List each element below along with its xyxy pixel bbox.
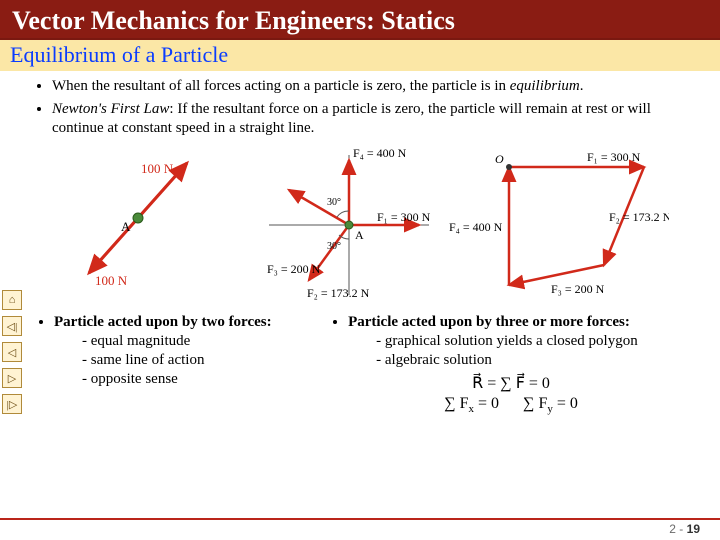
bullet-newton: Newton's First Law: If the resultant for… bbox=[52, 100, 692, 138]
footer-chapter: 2 - bbox=[669, 522, 686, 536]
lbl-f4: F₄ = 400 N bbox=[353, 146, 407, 160]
lbl-30b: 30° bbox=[327, 241, 341, 252]
poly-lbl-f1: F₁ = 300 N bbox=[587, 150, 641, 164]
t: = 0 bbox=[474, 395, 499, 412]
t: = 0 bbox=[553, 395, 578, 412]
txt: . bbox=[580, 78, 584, 94]
footer-page: 19 bbox=[687, 522, 700, 536]
cr-i2: algebraic solution bbox=[376, 351, 692, 370]
lbl-f3: F₃ = 200 N bbox=[267, 262, 321, 276]
angle-arc1 bbox=[337, 211, 349, 217]
section-title-bar: Equilibrium of a Particle bbox=[0, 38, 720, 71]
col-right: Particle acted upon by three or more for… bbox=[330, 313, 692, 416]
home-button[interactable]: ⌂ bbox=[2, 290, 22, 310]
col-left-head: Particle acted upon by two forces: equal… bbox=[54, 313, 298, 388]
lbl-f2: F₂ = 173.2 N bbox=[307, 286, 370, 300]
first-button[interactable]: ◁| bbox=[2, 316, 22, 336]
eq-line2: ∑ Fx = 0 ∑ Fy = 0 bbox=[330, 394, 692, 417]
txt: Particle acted upon by three or more for… bbox=[348, 314, 630, 330]
section-title: Equilibrium of a Particle bbox=[10, 42, 228, 67]
cl-i1: equal magnitude bbox=[82, 332, 298, 351]
eq-line1: R⃗ = ∑ F⃗ = 0 bbox=[330, 374, 692, 394]
origin-o bbox=[506, 164, 512, 170]
col-right-head: Particle acted upon by three or more for… bbox=[348, 313, 692, 369]
particle-a bbox=[133, 213, 143, 223]
cl-i2: same line of action bbox=[82, 351, 298, 370]
lbl-A2: A bbox=[355, 228, 364, 242]
footer: 2 - 19 bbox=[0, 518, 720, 536]
label-100n-bottom: 100 N bbox=[95, 273, 128, 288]
next-button[interactable]: ▷ bbox=[2, 368, 22, 388]
label-100n-top: 100 N bbox=[141, 161, 174, 176]
lbl-30a: 30° bbox=[327, 197, 341, 208]
book-title: Vector Mechanics for Engineers: Statics bbox=[12, 6, 455, 35]
figure-multi-forces: F₄ = 400 N F₁ = 300 N F₃ = 200 N F₂ = 17… bbox=[249, 145, 669, 305]
polygon-group: O F₁ = 300 N F₂ = 173.2 N F₃ = 200 N F₄ … bbox=[449, 150, 669, 296]
columns: Particle acted upon by two forces: equal… bbox=[36, 313, 692, 416]
prev-button[interactable]: ◁ bbox=[2, 342, 22, 362]
particle-a2 bbox=[345, 221, 353, 229]
cl-i3: opposite sense bbox=[82, 370, 298, 389]
t: ∑ F bbox=[523, 395, 547, 412]
figures-row: A 100 N 100 N F₄ = 400 N F₁ = 300 N F₃ =… bbox=[36, 145, 692, 305]
figure-two-forces: A 100 N 100 N bbox=[59, 145, 209, 295]
last-button[interactable]: |▷ bbox=[2, 394, 22, 414]
lbl-O: O bbox=[495, 152, 504, 166]
cr-i1: graphical solution yields a closed polyg… bbox=[376, 332, 692, 351]
top-bullets: When the resultant of all forces acting … bbox=[36, 77, 692, 137]
nav-buttons: ⌂ ◁| ◁ ▷ |▷ bbox=[2, 290, 22, 414]
t: ∑ F bbox=[444, 395, 468, 412]
equations: R⃗ = ∑ F⃗ = 0 ∑ Fx = 0 ∑ Fy = 0 bbox=[330, 374, 692, 417]
poly-lbl-f2: F₂ = 173.2 N bbox=[609, 210, 669, 224]
bullet-equilibrium: When the resultant of all forces acting … bbox=[52, 77, 692, 96]
txt-italic: Newton's First Law bbox=[52, 101, 169, 117]
book-title-bar: Vector Mechanics for Engineers: Statics bbox=[0, 0, 720, 38]
txt: Particle acted upon by two forces: bbox=[54, 314, 272, 330]
slide-content: When the resultant of all forces acting … bbox=[0, 71, 720, 416]
col-left: Particle acted upon by two forces: equal… bbox=[36, 313, 298, 416]
txt: When the resultant of all forces acting … bbox=[52, 78, 510, 94]
poly-lbl-f3: F₃ = 200 N bbox=[551, 282, 605, 296]
label-A: A bbox=[121, 219, 131, 234]
lbl-f1: F₁ = 300 N bbox=[377, 210, 431, 224]
poly-lbl-f4: F₄ = 400 N bbox=[449, 220, 503, 234]
txt-italic: equilibrium bbox=[510, 78, 580, 94]
